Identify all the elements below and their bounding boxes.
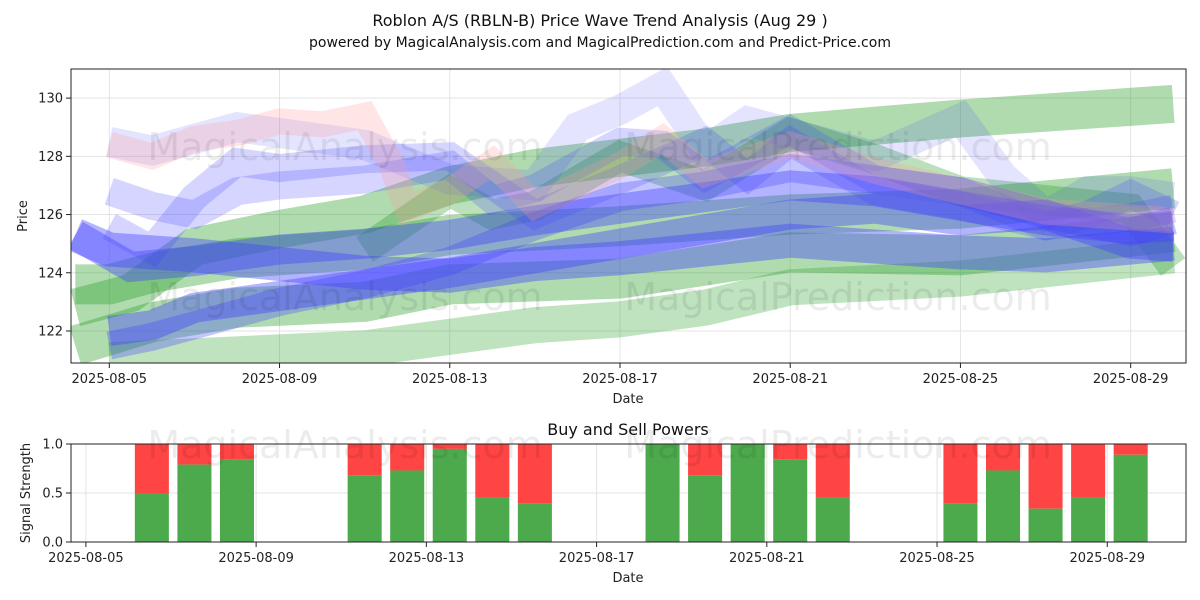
buy-power-bar <box>390 470 425 542</box>
red-trend-band-13 <box>105 100 1175 234</box>
main-y-tick-label: 126 <box>38 208 63 223</box>
blue-trend-band-10 <box>102 124 1180 268</box>
buy-sell-power-chart: Buy and Sell Powers MagicalAnalysis.com … <box>19 420 1187 586</box>
main-x-tick-label: 2025-08-13 <box>412 372 488 387</box>
main-y-tick-label: 122 <box>38 324 63 339</box>
blue-trend-band-9 <box>106 153 1177 360</box>
blue-trend-band-7 <box>71 219 1175 293</box>
blue-trend-band-6 <box>71 170 1175 283</box>
buy-power-bar <box>1113 454 1148 542</box>
power-y-axis-label: Signal Strength <box>19 443 34 543</box>
buy-power-bar <box>943 503 978 542</box>
green-trend-band-5 <box>356 116 1186 276</box>
sell-power-bar <box>219 444 254 460</box>
price-wave-chart: MagicalAnalysis.com MagicalPrediction.co… <box>16 68 1187 407</box>
power-y-ticks: 0.0 0.5 1.0 <box>42 438 71 551</box>
sell-power-bar <box>985 444 1021 471</box>
buy-power-bar <box>1028 508 1063 542</box>
main-y-tick-label: 128 <box>38 150 63 165</box>
sell-power-bar <box>347 444 382 476</box>
buy-power-bar <box>645 444 680 542</box>
main-y-tick-label: 130 <box>38 92 63 107</box>
power-x-tick-label: 2025-08-09 <box>218 551 294 566</box>
main-x-tick-label: 2025-08-05 <box>72 372 148 387</box>
sell-power-bar <box>475 444 510 498</box>
sell-power-bar <box>943 444 978 504</box>
green-trend-band-2 <box>75 168 1176 305</box>
blue-trend-band-8 <box>107 193 1175 346</box>
sell-power-bar <box>1028 444 1063 509</box>
chart-title: Roblon A/S (RBLN-B) Price Wave Trend Ana… <box>372 11 827 30</box>
green-trend-band-1 <box>71 212 1176 363</box>
power-y-tick-label: 0.5 <box>42 487 63 502</box>
main-x-ticks: 2025-08-05 2025-08-09 2025-08-13 2025-08-17… <box>72 363 1169 387</box>
power-x-tick-label: 2025-08-05 <box>48 551 124 566</box>
watermark-top-right: MagicalPrediction.com <box>624 125 1052 169</box>
sell-power-bar <box>1071 444 1106 498</box>
buy-power-bar <box>985 470 1021 542</box>
sell-power-bar <box>390 444 425 471</box>
main-plot-background <box>71 69 1186 363</box>
power-y-tick-label: 0.0 <box>42 536 63 551</box>
sell-power-bar <box>815 444 850 498</box>
buy-power-bar <box>688 475 723 542</box>
main-y-tick-label: 124 <box>38 266 63 281</box>
buy-power-bar <box>134 493 169 542</box>
main-plot-frame <box>70 68 1187 364</box>
chart-subtitle: powered by MagicalAnalysis.com and Magic… <box>309 35 891 51</box>
main-x-tick-label: 2025-08-17 <box>582 372 658 387</box>
main-x-tick-label: 2025-08-25 <box>923 372 999 387</box>
sell-power-bar <box>177 444 212 465</box>
buy-power-bar <box>475 497 510 542</box>
power-x-tick-label: 2025-08-17 <box>559 551 635 566</box>
main-x-tick-label: 2025-08-09 <box>242 372 318 387</box>
sell-power-bar <box>432 444 467 449</box>
sell-power-bar <box>517 444 552 504</box>
watermark-mid-right: MagicalPrediction.com <box>624 275 1052 319</box>
main-x-axis-label: Date <box>612 392 643 407</box>
sell-power-bar <box>134 444 169 493</box>
green-trend-band-4 <box>108 237 1176 363</box>
watermark-power-left: MagicalAnalysis.com <box>147 423 542 467</box>
main-x-tick-label: 2025-08-29 <box>1093 372 1169 387</box>
buy-power-bar <box>432 448 467 542</box>
power-x-tick-label: 2025-08-25 <box>899 551 975 566</box>
buy-power-bar <box>1071 497 1106 542</box>
blue-trend-band-12 <box>106 69 1176 233</box>
sell-power-bar <box>688 444 723 476</box>
watermark-top-left: MagicalAnalysis.com <box>147 125 542 169</box>
power-bars <box>134 444 1148 542</box>
main-x-tick-label: 2025-08-21 <box>752 372 828 387</box>
main-bands <box>71 69 1186 363</box>
buy-power-bar <box>177 464 212 542</box>
watermark-mid-left: MagicalAnalysis.com <box>147 275 542 319</box>
buy-power-bar <box>347 475 382 542</box>
buy-sell-title: Buy and Sell Powers <box>547 420 709 439</box>
main-y-axis-label: Price <box>16 200 31 232</box>
main-y-ticks: 122 124 126 128 130 <box>38 92 71 339</box>
sell-power-bar <box>773 444 808 460</box>
power-x-tick-label: 2025-08-13 <box>389 551 465 566</box>
main-grid <box>71 69 1186 363</box>
buy-power-bar <box>815 497 850 542</box>
blue-trend-band-11 <box>104 114 1177 241</box>
buy-power-bar <box>517 503 552 542</box>
sell-power-bar <box>1113 444 1148 455</box>
buy-power-bar <box>730 444 765 542</box>
watermark-power-right: MagicalPrediction.com <box>624 423 1052 467</box>
power-y-tick-label: 1.0 <box>42 438 63 453</box>
power-x-axis-label: Date <box>612 571 643 586</box>
power-x-tick-label: 2025-08-21 <box>729 551 805 566</box>
power-x-tick-label: 2025-08-29 <box>1069 551 1145 566</box>
green-trend-band-3 <box>71 84 1175 327</box>
power-x-ticks: 2025-08-05 2025-08-09 2025-08-13 2025-08-17… <box>48 542 1145 566</box>
buy-power-bar <box>773 459 808 542</box>
buy-power-bar <box>219 459 254 542</box>
